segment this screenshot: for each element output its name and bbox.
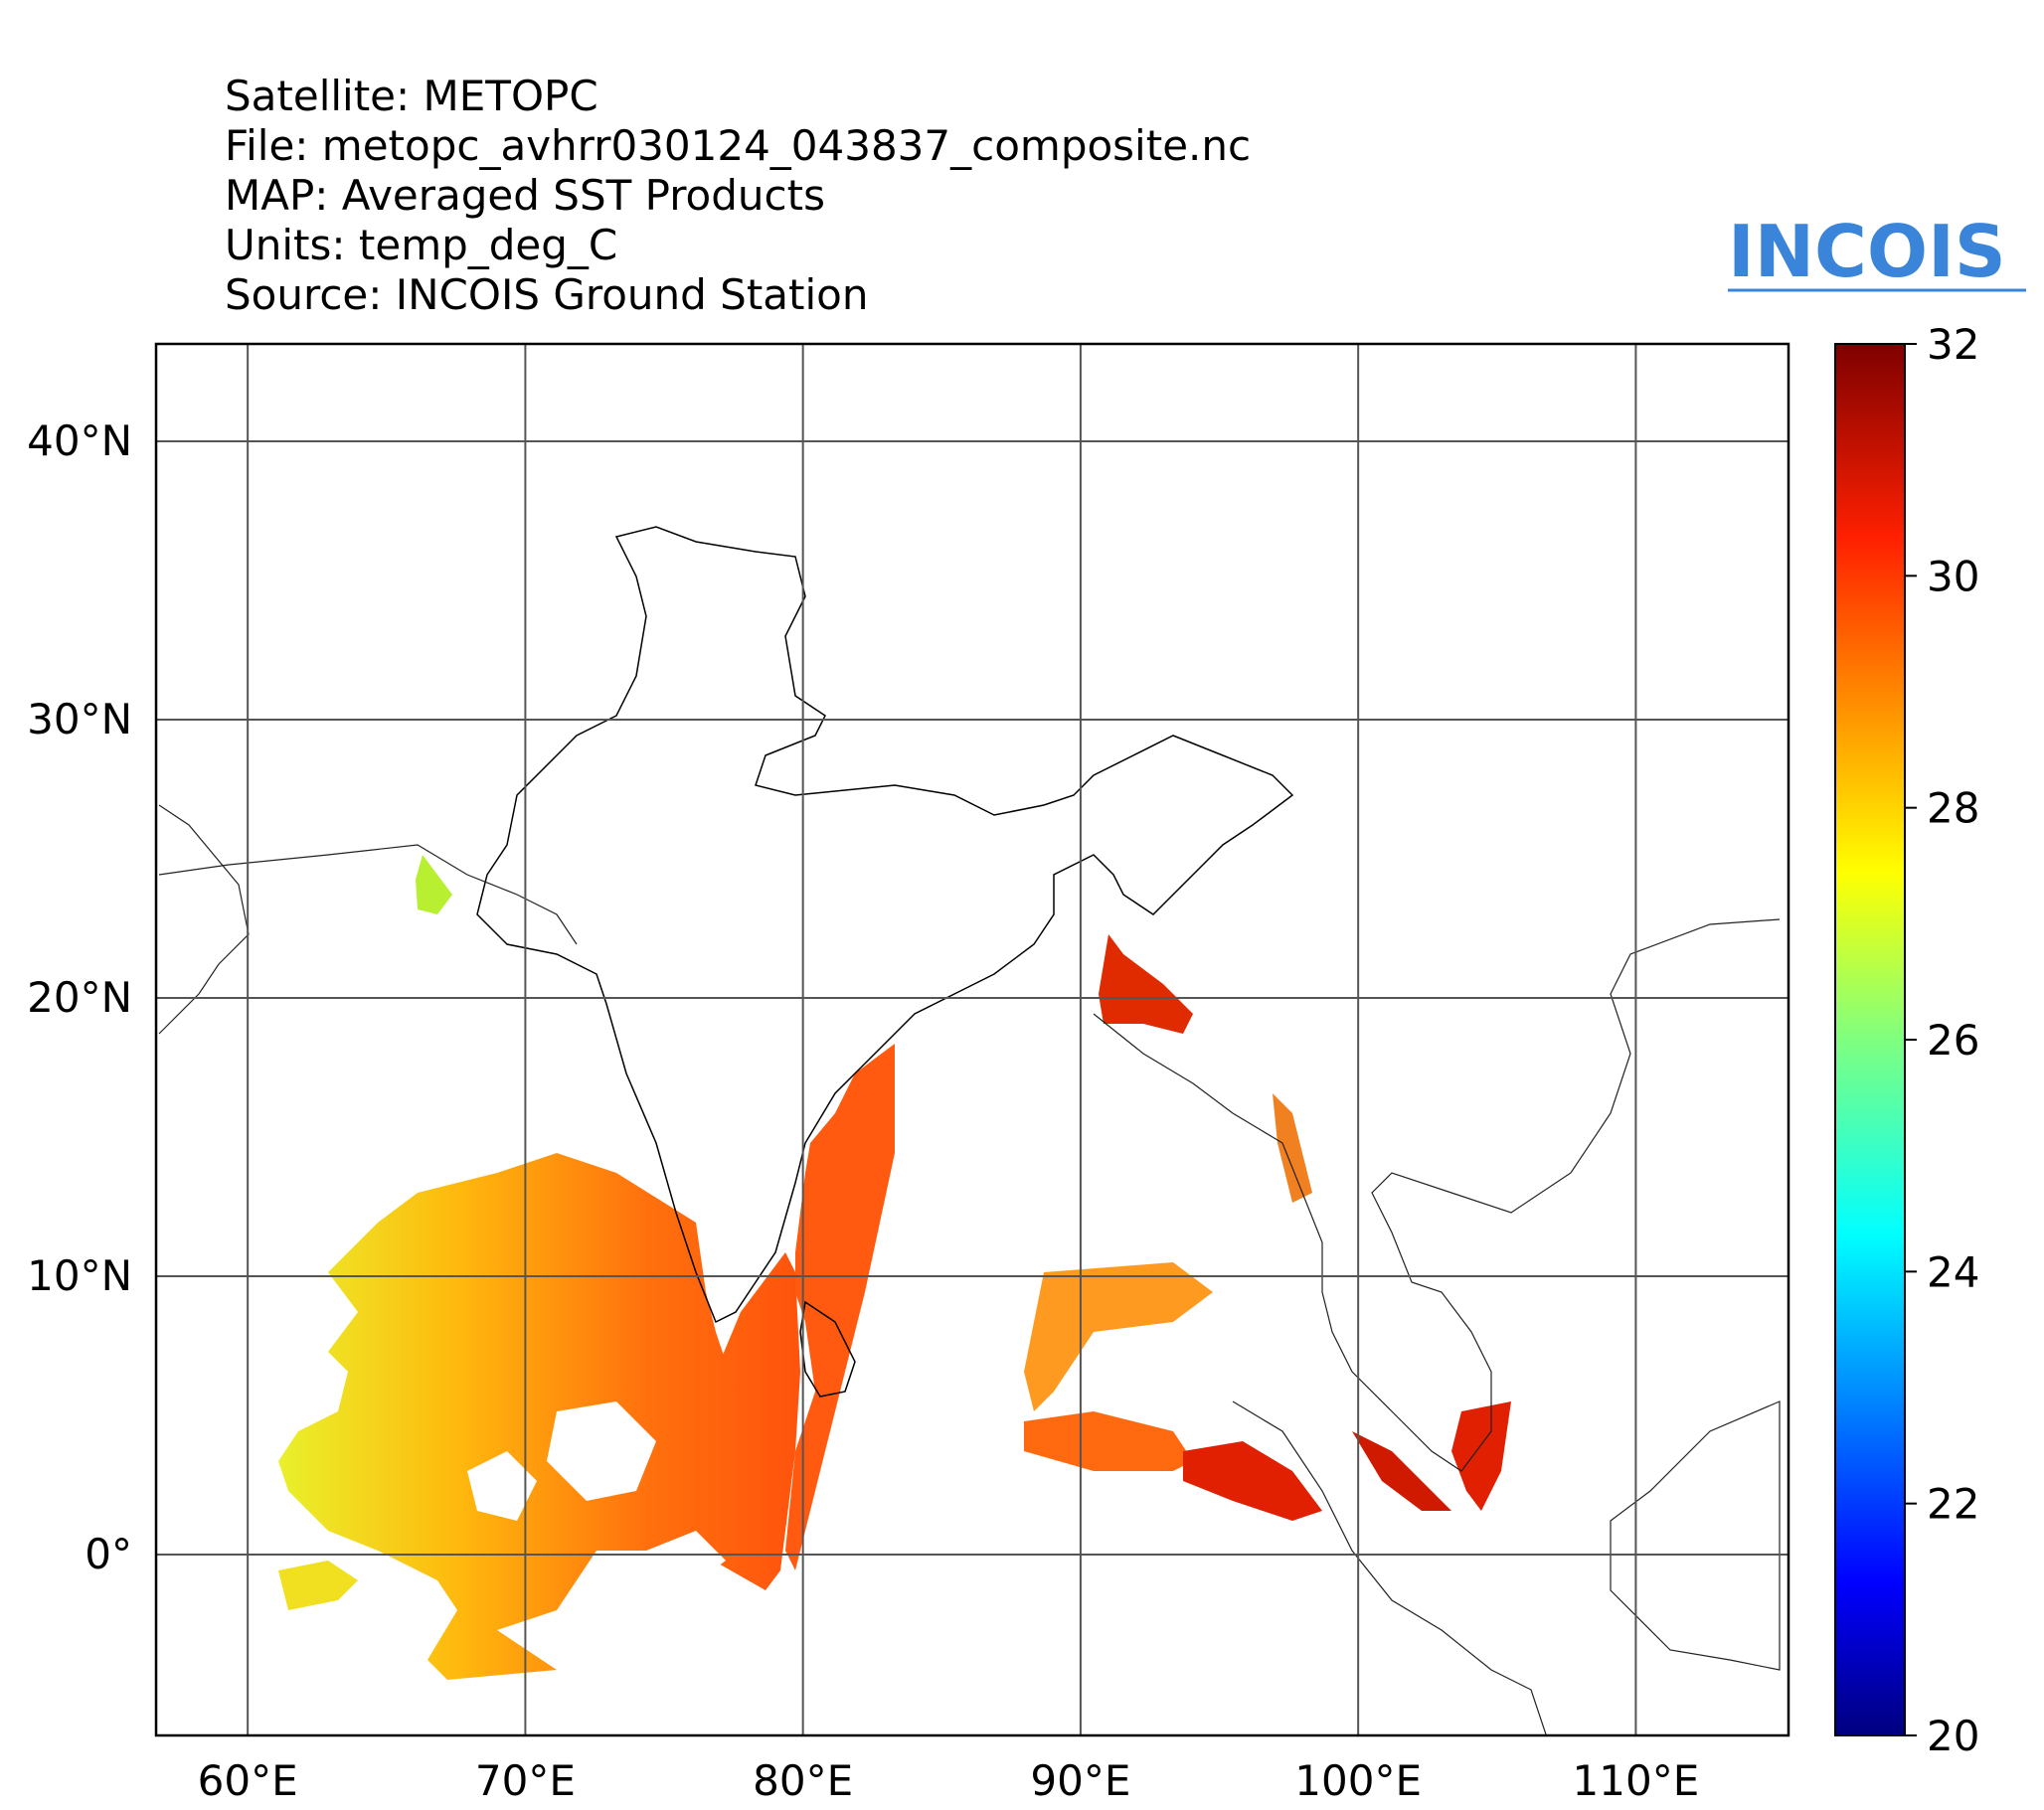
lon-tick-label: 110°E xyxy=(1573,1756,1700,1805)
cloud-gap xyxy=(547,1401,656,1501)
borneo-outline xyxy=(1610,1400,1781,1671)
sst-swath-andaman-coast xyxy=(1273,1093,1312,1203)
cloud-gap xyxy=(646,1531,726,1590)
units-label: Units: temp_deg_C xyxy=(225,221,618,269)
sst-swath-malacca xyxy=(1352,1431,1451,1511)
lat-tick-labels: 0° 10°N 20°N 30°N 40°N xyxy=(27,416,132,1578)
map-grid xyxy=(156,344,1788,1735)
sst-swath-thailand xyxy=(1451,1401,1511,1511)
lat-tick-label: 0° xyxy=(85,1530,132,1578)
source-label: Source: INCOIS Ground Station xyxy=(225,270,869,319)
india-outline xyxy=(476,526,1294,1324)
southeast-asia-outline xyxy=(1093,918,1781,1472)
sst-swath-south-bengal xyxy=(1024,1411,1193,1471)
map-label: MAP: Averaged SST Products xyxy=(225,171,825,220)
sumatra-outline xyxy=(1232,1400,1547,1735)
sst-swath-sumatra-north xyxy=(1183,1441,1322,1521)
lat-tick-label: 20°N xyxy=(27,973,132,1022)
colorbar-tick-label: 24 xyxy=(1927,1247,1979,1296)
sst-swath-arabian-sea xyxy=(278,1153,800,1680)
lon-tick-labels: 60°E 70°E 80°E 90°E 100°E 110°E xyxy=(198,1756,1700,1805)
pakistan-outline xyxy=(158,844,578,945)
sst-swath-andaman xyxy=(1024,1262,1213,1411)
file-label: File: metopc_avhrr030124_043837_composit… xyxy=(225,121,1252,170)
sri-lanka-outline xyxy=(799,1300,856,1398)
sst-swath-bay-of-bengal-west xyxy=(785,1044,895,1570)
lat-tick-label: 10°N xyxy=(27,1251,132,1300)
colorbar xyxy=(1834,343,1906,1736)
arabia-outline xyxy=(158,804,250,1035)
colorbar-ticks: 20 22 24 26 28 30 32 xyxy=(1905,320,1979,1760)
logo-text: INCOIS xyxy=(1728,215,2006,293)
satellite-label: Satellite: METOPC xyxy=(225,72,598,120)
lat-tick-label: 30°N xyxy=(27,695,132,743)
colorbar-tick-label: 26 xyxy=(1927,1016,1979,1065)
colorbar-tick-label: 22 xyxy=(1927,1480,1979,1529)
colorbar-tick-label: 20 xyxy=(1927,1712,1979,1760)
lon-tick-label: 90°E xyxy=(1030,1756,1130,1805)
lon-tick-label: 60°E xyxy=(198,1756,298,1805)
lat-tick-label: 40°N xyxy=(27,416,132,465)
lon-tick-label: 80°E xyxy=(753,1756,853,1805)
colorbar-tick-label: 28 xyxy=(1927,784,1979,833)
lon-tick-label: 100°E xyxy=(1294,1756,1422,1805)
sst-swath-myanmar-coast xyxy=(1099,934,1193,1034)
lon-tick-label: 70°E xyxy=(475,1756,576,1805)
sst-swath-gulf-kutch xyxy=(416,855,452,914)
sst-swath-south xyxy=(278,1561,358,1610)
colorbar-tick-label: 32 xyxy=(1927,320,1979,369)
cloud-gap xyxy=(467,1451,537,1521)
map-frame xyxy=(154,342,1790,1737)
map-header: Satellite: METOPC File: metopc_avhrr0301… xyxy=(225,72,1251,320)
colorbar-tick-label: 30 xyxy=(1927,552,1979,600)
map-area xyxy=(158,526,1781,1735)
incois-logo: INCOIS xyxy=(1728,215,2026,293)
